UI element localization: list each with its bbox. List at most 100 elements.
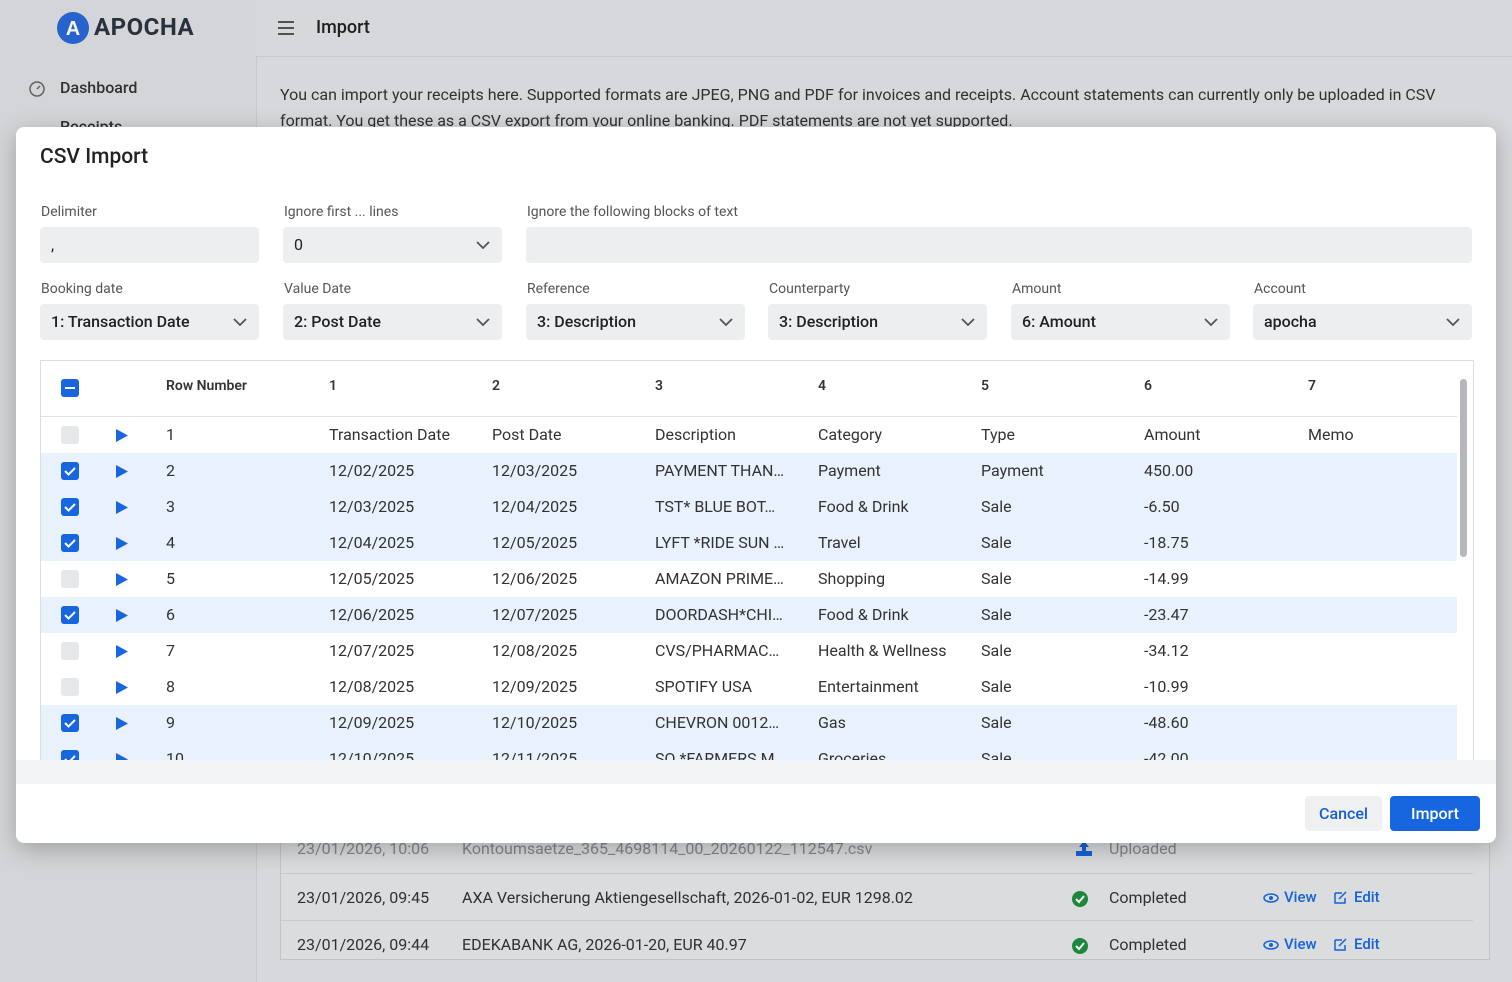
table-row: 9 12/09/2025 12/10/2025 CHEVRON 0012… Gas Sal… <box>41 705 1457 742</box>
expand-arrow[interactable] <box>116 501 128 514</box>
checkbox[interactable] <box>61 714 79 732</box>
checkbox[interactable] <box>61 426 79 444</box>
upload-name: AXA Versicherung Aktiengesellschaft, 202… <box>462 888 913 907</box>
dialog-title: CSV Import <box>40 145 149 169</box>
expand-arrow[interactable] <box>116 429 128 442</box>
nav-item[interactable]: Dashboard <box>60 78 138 97</box>
chevron <box>961 318 975 327</box>
table-row: 7 12/07/2025 12/08/2025 CVS/PHARMAC… Health … <box>41 633 1457 670</box>
upload-row: 23/01/2026, 09:44 EDEKABANK AG, 2026-01-2… <box>281 920 1473 967</box>
select[interactable]: 3: Description <box>526 304 745 340</box>
table-cell: DOORDASH*CHI… <box>655 605 783 624</box>
table-cell: 12/06/2025 <box>329 605 415 624</box>
intro-text: You can import your receipts here. Suppo… <box>280 85 1436 130</box>
select-value: 1: Transaction Date <box>51 312 190 331</box>
field-label: Ignore first ... lines <box>284 204 399 220</box>
table-cell: -23.47 <box>1144 605 1189 624</box>
table-cell: Payment <box>981 461 1044 480</box>
expand-arrow[interactable] <box>116 537 128 550</box>
expand-arrow[interactable] <box>116 753 128 762</box>
upload-row: 23/01/2026, 10:06 Kontoumsaetze_365_46981… <box>281 831 1473 871</box>
select[interactable]: 2: Post Date <box>283 304 502 340</box>
table-cell: 450.00 <box>1144 461 1194 480</box>
expand-arrow[interactable] <box>116 717 128 730</box>
minus-mark <box>65 387 75 389</box>
checkbox[interactable] <box>61 534 79 552</box>
table-cell: Sale <box>981 605 1012 624</box>
input-value: , <box>51 235 55 254</box>
table-cell: -6.50 <box>1144 497 1180 516</box>
table-cell: 6 <box>166 605 175 624</box>
checkbox[interactable] <box>61 462 79 480</box>
input[interactable] <box>526 227 1472 263</box>
table-cell: 12/07/2025 <box>492 605 578 624</box>
field-label: Amount <box>1012 281 1062 297</box>
table-cell: SPOTIFY USA <box>655 677 753 696</box>
table-cell: Category <box>818 425 883 444</box>
table-cell: 12/07/2025 <box>329 641 415 660</box>
action-link[interactable]: View <box>1284 888 1317 906</box>
upload-status: Uploaded <box>1109 839 1177 858</box>
upload-icon <box>1076 841 1092 856</box>
cancel-button[interactable]: Cancel <box>1305 796 1382 831</box>
action-link[interactable]: View <box>1284 935 1317 953</box>
table-cell: 12/09/2025 <box>329 713 415 732</box>
chevron <box>476 318 490 327</box>
header-divider <box>41 416 1457 417</box>
expand-arrow[interactable] <box>116 609 128 622</box>
select[interactable]: 1: Transaction Date <box>40 304 259 340</box>
checkbox[interactable] <box>61 678 79 696</box>
field-label: Ignore the following blocks of text <box>527 204 738 220</box>
check-mark <box>64 539 76 548</box>
input[interactable]: 0 <box>283 227 502 263</box>
select[interactable]: apocha <box>1253 304 1472 340</box>
upload-date: 23/01/2026, 09:44 <box>297 935 430 954</box>
select[interactable]: 3: Description <box>768 304 987 340</box>
table-row: 10 12/10/2025 12/11/2025 SQ *FARMERS M… Groc… <box>41 741 1457 762</box>
expand-arrow[interactable] <box>116 681 128 694</box>
table-cell: Type <box>981 425 1016 444</box>
table-cell: TST* BLUE BOT… <box>655 497 776 516</box>
table-cell: Food & Drink <box>818 605 909 624</box>
table-cell: Shopping <box>818 569 886 588</box>
upload-status: Completed <box>1109 888 1187 907</box>
chevron <box>233 318 247 327</box>
expand-arrow[interactable] <box>116 645 128 658</box>
checkbox[interactable] <box>61 498 79 516</box>
table-row: 2 12/02/2025 12/03/2025 PAYMENT THAN… Paymen… <box>41 453 1457 490</box>
chevron <box>476 241 490 250</box>
uploads-table: 23/01/2026, 10:06 Kontoumsaetze_365_46981… <box>280 830 1490 960</box>
table-cell: -34.12 <box>1144 641 1189 660</box>
import-button[interactable]: Import <box>1390 796 1480 831</box>
table-cell: 12/10/2025 <box>492 713 578 732</box>
field-label: Delimiter <box>41 204 97 220</box>
expand-arrow[interactable] <box>116 573 128 586</box>
checkbox[interactable] <box>61 379 79 397</box>
action-link[interactable]: Edit <box>1354 935 1380 953</box>
checkbox[interactable] <box>61 642 79 660</box>
menu-icon[interactable] <box>277 20 295 36</box>
select[interactable]: 6: Amount <box>1011 304 1230 340</box>
input[interactable]: , <box>40 227 259 263</box>
checkbox[interactable] <box>61 606 79 624</box>
table-cell: Sale <box>981 749 1012 762</box>
action-link[interactable]: Edit <box>1354 888 1380 906</box>
table-cell: -14.99 <box>1144 569 1189 588</box>
table-cell: Memo <box>1308 425 1354 444</box>
csv-import-dialog: CSV Import Row Number 1 2 3 4 5 6 7 1 Transaction… <box>16 127 1496 843</box>
upload-name: EDEKABANK AG, 2026-01-20, EUR 40.97 <box>462 935 747 954</box>
table-cell: 4 <box>166 533 175 552</box>
checkbox[interactable] <box>61 570 79 588</box>
upload-status: Completed <box>1109 935 1187 954</box>
table-row: 4 12/04/2025 12/05/2025 LYFT *RIDE SUN … Tra… <box>41 525 1457 562</box>
topbar: Import <box>256 0 1512 57</box>
table-cell: CVS/PHARMAC… <box>655 641 780 660</box>
table-cell: Sale <box>981 713 1012 732</box>
expand-arrow[interactable] <box>116 465 128 478</box>
upload-row: 23/01/2026, 09:45 AXA Versicherung Aktien… <box>281 873 1473 920</box>
table-cell: 10 <box>166 749 184 762</box>
table-cell: -48.60 <box>1144 713 1189 732</box>
select-value: 6: Amount <box>1022 312 1096 331</box>
chevron <box>1446 318 1460 327</box>
